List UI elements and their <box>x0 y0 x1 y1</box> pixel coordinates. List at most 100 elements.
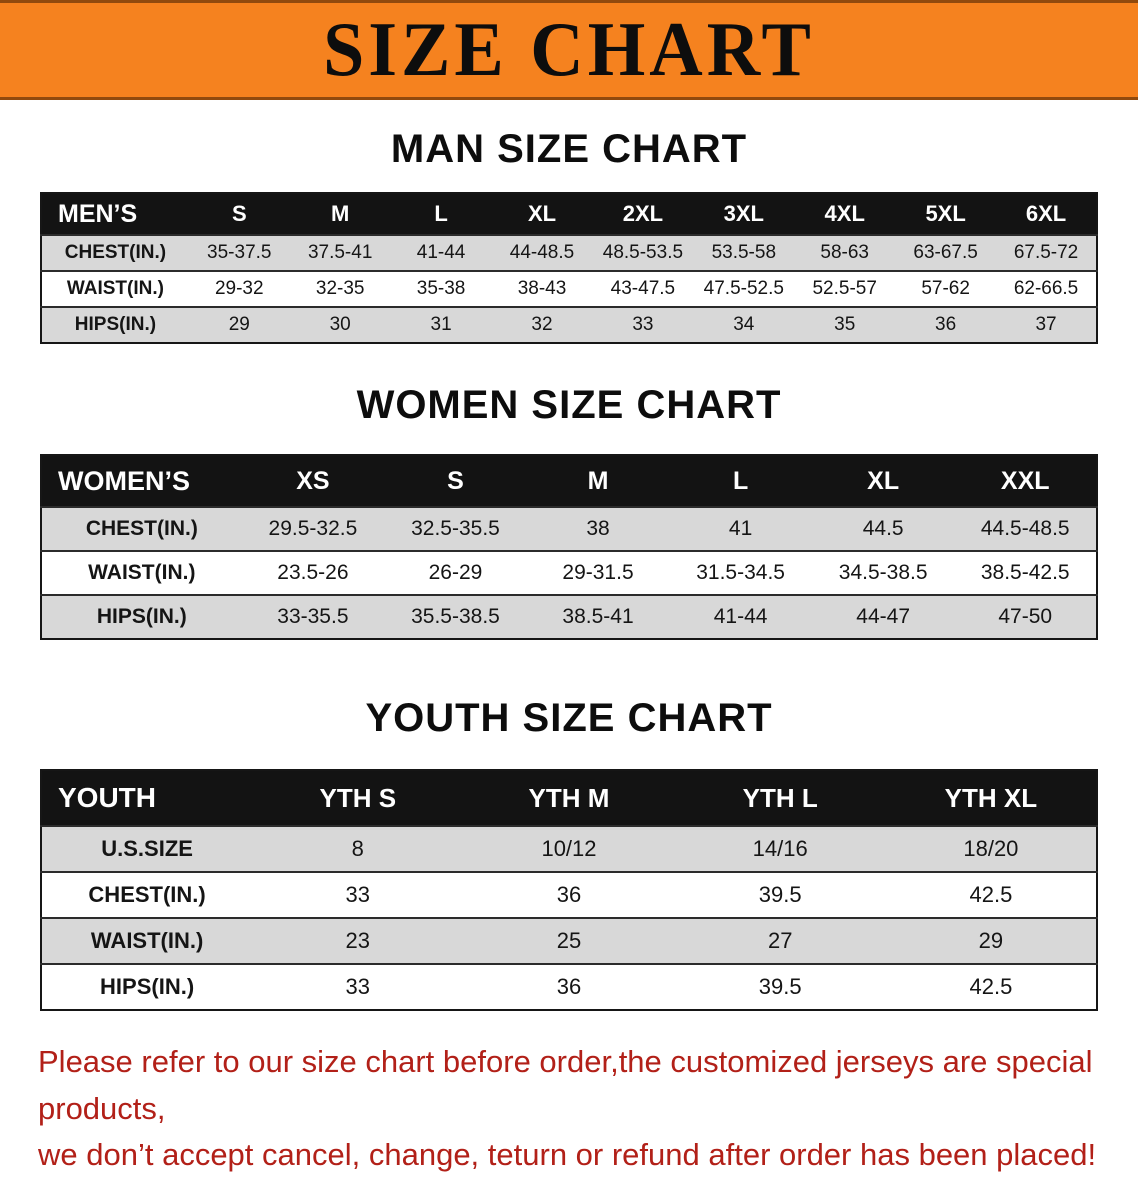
value-cell: 41 <box>728 517 753 540</box>
women-size-table: WOMEN’S XS S M L XL XXL CHEST(IN.) 29.5-32.5 32.5… <box>40 454 1098 640</box>
table-title-cell: WOMEN’S <box>41 455 242 507</box>
size-header-cell: XS <box>241 455 385 507</box>
size-header-cell: YTH S <box>252 770 464 826</box>
size-header-cell: M <box>526 455 670 507</box>
value-cell: 26-29 <box>428 561 483 584</box>
value-cell: 62-66.5 <box>1013 278 1079 299</box>
note-line-2: we don’t accept cancel, change, teturn o… <box>38 1137 1097 1172</box>
size-header-cell: S <box>188 193 290 235</box>
value-cell: 44-47 <box>856 605 911 628</box>
value-cell: 35-37.5 <box>207 242 272 263</box>
value-cell: 52.5-57 <box>812 278 877 299</box>
value-cell: 31.5-34.5 <box>696 561 785 584</box>
size-header-cell: L <box>669 455 812 507</box>
header-row: MEN’S S M L XL 2XL 3XL 4XL 5XL 6XL <box>41 193 1097 235</box>
youth-size-table: YOUTH YTH S YTH M YTH L YTH XL U.S.SIZE 8 10/12… <box>40 769 1098 1011</box>
value-cell: 38 <box>586 517 610 540</box>
value-cell: 14/16 <box>752 836 808 861</box>
measurement-row: HIPS(IN.) 33 36 39.5 42.5 <box>41 964 1097 1010</box>
measurement-row: WAIST(IN.) 23 25 27 29 <box>41 918 1097 964</box>
page-title: SIZE CHART <box>323 6 815 93</box>
value-cell: 38-43 <box>517 278 567 299</box>
measurement-row: WAIST(IN.) 29-32 32-35 35-38 38-43 43-47.5 47.… <box>41 271 1097 307</box>
row-label-cell: WAIST(IN.) <box>66 278 164 299</box>
header-row: WOMEN’S XS S M L XL XXL <box>41 455 1097 507</box>
size-header-cell: XXL <box>954 455 1097 507</box>
women-chart-heading: WOMEN SIZE CHART <box>356 383 782 427</box>
value-cell: 57-62 <box>921 278 970 299</box>
value-cell: 41-44 <box>713 605 768 628</box>
row-label-cell: CHEST(IN.) <box>88 882 206 907</box>
value-cell: 39.5 <box>758 974 802 999</box>
value-cell: 48.5-53.5 <box>602 242 684 263</box>
value-cell: 33 <box>345 882 371 907</box>
value-cell: 29-31.5 <box>562 561 634 584</box>
size-header-cell: 2XL <box>592 193 694 235</box>
value-cell: 27 <box>767 928 793 953</box>
value-cell: 35 <box>834 314 856 335</box>
value-cell: 39.5 <box>758 882 802 907</box>
man-size-chart-section: MAN SIZE CHART MEN’S S M L XL 2XL 3XL 4XL 5XL 6XL… <box>0 126 1138 344</box>
title-banner: SIZE CHART <box>0 0 1138 100</box>
row-label-cell: WAIST(IN.) <box>88 561 196 584</box>
value-cell: 29 <box>978 928 1004 953</box>
size-header-cell: 5XL <box>895 193 997 235</box>
size-header-cell: YTH M <box>463 770 675 826</box>
measurement-row: HIPS(IN.) 33-35.5 35.5-38.5 38.5-41 41-44 44-… <box>41 595 1097 639</box>
value-cell: 8 <box>351 836 364 861</box>
value-cell: 44.5-48.5 <box>980 517 1070 540</box>
man-chart-heading: MAN SIZE CHART <box>390 127 748 171</box>
size-header-cell: 3XL <box>693 193 795 235</box>
value-cell: 42.5 <box>969 882 1013 907</box>
value-cell: 33 <box>345 974 371 999</box>
row-label-cell: HIPS(IN.) <box>100 974 195 999</box>
value-cell: 42.5 <box>969 974 1013 999</box>
value-cell: 36 <box>556 974 582 999</box>
value-cell: 47-50 <box>998 605 1053 628</box>
size-header-cell: S <box>384 455 527 507</box>
size-header-cell: YTH XL <box>885 770 1097 826</box>
size-header-cell: M <box>289 193 391 235</box>
size-header-cell: XL <box>811 455 955 507</box>
size-header-cell: XL <box>491 193 593 235</box>
value-cell: 34 <box>733 314 755 335</box>
value-cell: 35-38 <box>416 278 466 299</box>
row-label-cell: HIPS(IN.) <box>74 314 157 335</box>
women-size-chart-section: WOMEN SIZE CHART WOMEN’S XS S M L XL XXL CHEST(… <box>0 382 1138 640</box>
value-cell: 41-44 <box>416 242 466 263</box>
value-cell: 32.5-35.5 <box>411 517 500 540</box>
value-cell: 23 <box>345 928 371 953</box>
men-size-table: MEN’S S M L XL 2XL 3XL 4XL 5XL 6XL CHEST(IN.) 35-37… <box>40 192 1098 344</box>
table-title-cell: YOUTH <box>41 770 253 826</box>
value-cell: 33-35.5 <box>277 605 349 628</box>
value-cell: 23.5-26 <box>277 561 349 584</box>
row-label-cell: HIPS(IN.) <box>96 605 187 628</box>
value-cell: 38.5-41 <box>562 605 634 628</box>
value-cell: 36 <box>935 314 957 335</box>
value-cell: 33 <box>632 314 654 335</box>
row-label-cell: WAIST(IN.) <box>90 928 204 953</box>
value-cell: 36 <box>556 882 582 907</box>
note-line-1: Please refer to our size chart before or… <box>38 1044 1093 1126</box>
value-cell: 35.5-38.5 <box>411 605 500 628</box>
value-cell: 30 <box>329 314 351 335</box>
value-cell: 32 <box>531 314 553 335</box>
header-row: YOUTH YTH S YTH M YTH L YTH XL <box>41 770 1097 826</box>
value-cell: 38.5-42.5 <box>980 561 1070 584</box>
measurement-row: CHEST(IN.) 29.5-32.5 32.5-35.5 38 41 44.5 44.5… <box>41 507 1097 551</box>
charts-area: MAN SIZE CHART MEN’S S M L XL 2XL 3XL 4XL 5XL 6XL… <box>0 126 1138 1011</box>
measurement-row: U.S.SIZE 8 10/12 14/16 18/20 <box>41 826 1097 872</box>
value-cell: 37.5-41 <box>307 242 373 263</box>
value-cell: 53.5-58 <box>711 242 777 263</box>
size-header-cell: 6XL <box>996 193 1097 235</box>
value-cell: 37 <box>1035 314 1057 335</box>
value-cell: 18/20 <box>963 836 1019 861</box>
size-header-cell: L <box>390 193 492 235</box>
size-header-cell: YTH L <box>674 770 886 826</box>
row-label-cell: U.S.SIZE <box>101 836 193 861</box>
value-cell: 44.5 <box>862 517 904 540</box>
row-label-cell: CHEST(IN.) <box>85 517 198 540</box>
value-cell: 43-47.5 <box>610 278 676 299</box>
value-cell: 29 <box>228 314 250 335</box>
